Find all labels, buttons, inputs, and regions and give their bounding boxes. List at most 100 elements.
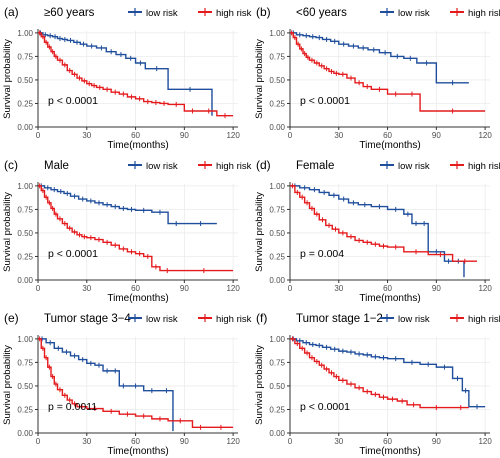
x-tick-label: 30 — [334, 284, 343, 293]
y-tick-label: 0.25 — [17, 99, 33, 108]
legend-label: high risk — [216, 161, 252, 172]
x-tick-label: 90 — [432, 437, 441, 446]
p-value: p < 0.0001 — [300, 401, 350, 413]
y-tick-label: 1.00 — [269, 29, 285, 38]
y-tick-label: 1.00 — [269, 182, 285, 191]
legend-label: high risk — [468, 314, 500, 325]
chart-panel-2: (b) <60 years low risk high risk 0 30 60 90 120 0… — [254, 5, 500, 151]
x-axis-label: Time(months) — [107, 446, 168, 457]
x-tick-label: 90 — [432, 131, 441, 140]
x-tick-label: 120 — [226, 437, 240, 446]
legend-label: low risk — [398, 161, 430, 172]
x-tick-label: 30 — [82, 284, 91, 293]
x-axis-label: Time(months) — [359, 140, 420, 151]
p-value: p < 0.0001 — [300, 95, 350, 107]
x-tick-label: 0 — [36, 131, 41, 140]
y-axis-label: Survival probability — [2, 192, 13, 272]
panel-title: Tumor stage 1−2 — [296, 313, 383, 325]
x-tick-label: 120 — [226, 131, 240, 140]
x-tick-label: 60 — [131, 284, 140, 293]
legend-label: low risk — [398, 314, 430, 325]
y-tick-label: 0.00 — [269, 429, 285, 438]
x-tick-label: 30 — [334, 131, 343, 140]
x-tick-label: 120 — [478, 131, 492, 140]
y-tick-label: 1.00 — [17, 335, 33, 344]
legend-label: high risk — [216, 8, 252, 19]
chart-panel-3: (c) Male low risk high risk 0 30 60 90 120 0.00 0.… — [2, 158, 252, 304]
y-axis-label: Survival probability — [254, 39, 265, 119]
y-tick-label: 1.00 — [17, 29, 33, 38]
legend-label: high risk — [468, 8, 500, 19]
panel-label: (f) — [256, 311, 267, 325]
km-curve-high-risk — [290, 32, 486, 112]
legend-label: high risk — [468, 161, 500, 172]
km-curve-high-risk — [290, 338, 469, 409]
legend-label: low risk — [398, 8, 430, 19]
x-tick-label: 0 — [36, 284, 41, 293]
panel-title: Female — [296, 160, 334, 172]
legend-label: low risk — [146, 8, 178, 19]
y-tick-label: 0.75 — [269, 52, 285, 61]
y-tick-label: 0.50 — [269, 382, 285, 391]
panel-label: (a) — [4, 5, 19, 19]
x-tick-label: 60 — [383, 131, 392, 140]
y-axis-label: Survival probability — [254, 345, 265, 425]
x-tick-label: 60 — [383, 437, 392, 446]
y-tick-label: 0.50 — [17, 382, 33, 391]
y-tick-label: 0.75 — [269, 205, 285, 214]
legend-label: low risk — [146, 314, 178, 325]
p-value: p = 0.0011 — [48, 401, 97, 413]
x-tick-label: 0 — [288, 131, 293, 140]
km-curve-low-risk — [38, 185, 217, 225]
p-value: p = 0.004 — [300, 248, 344, 260]
x-tick-label: 0 — [288, 437, 293, 446]
y-tick-label: 0.00 — [269, 123, 285, 132]
chart-panel-4: (d) Female low risk high risk 0 30 60 90 120 0.00… — [254, 158, 500, 304]
y-tick-label: 1.00 — [17, 182, 33, 191]
x-tick-label: 90 — [180, 131, 189, 140]
panel-title: <60 years — [296, 7, 347, 19]
y-axis-label: Survival probability — [2, 345, 13, 425]
panel-label: (d) — [256, 158, 271, 172]
x-tick-label: 0 — [288, 284, 293, 293]
x-tick-label: 0 — [36, 437, 41, 446]
x-tick-label: 30 — [82, 131, 91, 140]
x-tick-label: 120 — [478, 284, 492, 293]
y-tick-label: 0.50 — [17, 76, 33, 85]
x-tick-label: 60 — [383, 284, 392, 293]
legend-label: low risk — [146, 161, 178, 172]
x-tick-label: 30 — [334, 437, 343, 446]
km-curve-high-risk — [38, 185, 234, 272]
x-tick-label: 120 — [478, 437, 492, 446]
p-value: p < 0.0001 — [48, 248, 98, 260]
y-tick-label: 0.25 — [269, 405, 285, 414]
y-axis-label: Survival probability — [2, 39, 13, 119]
panel-label: (e) — [4, 311, 19, 325]
y-tick-label: 0.25 — [17, 252, 33, 261]
legend-label: high risk — [216, 314, 252, 325]
y-axis-label: Survival probability — [254, 192, 265, 272]
km-curve-low-risk — [290, 32, 469, 84]
y-tick-label: 0.00 — [17, 429, 33, 438]
y-tick-label: 0.50 — [17, 229, 33, 238]
y-tick-label: 0.25 — [269, 99, 285, 108]
x-tick-label: 60 — [131, 131, 140, 140]
y-tick-label: 0.00 — [269, 276, 285, 285]
panel-label: (b) — [256, 5, 271, 19]
x-tick-label: 30 — [82, 437, 91, 446]
y-tick-label: 0.75 — [17, 358, 33, 367]
y-tick-label: 0.75 — [269, 358, 285, 367]
p-value: p < 0.0001 — [48, 95, 98, 107]
x-axis-label: Time(months) — [107, 140, 168, 151]
km-curve-low-risk — [38, 32, 213, 116]
x-tick-label: 90 — [180, 437, 189, 446]
panel-title: Male — [44, 160, 69, 172]
km-curve-high-risk — [38, 32, 234, 117]
y-tick-label: 0.50 — [269, 76, 285, 85]
y-tick-label: 0.25 — [269, 252, 285, 261]
chart-panel-1: (a) ≥60 years low risk high risk 0 30 60 90 120 0… — [2, 5, 252, 151]
panel-label: (c) — [4, 158, 18, 172]
y-tick-label: 0.75 — [17, 205, 33, 214]
x-tick-label: 90 — [432, 284, 441, 293]
